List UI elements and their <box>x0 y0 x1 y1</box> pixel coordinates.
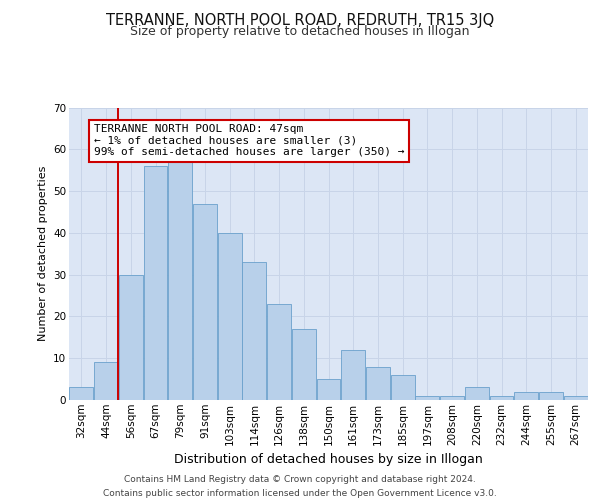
Bar <box>391 375 415 400</box>
Bar <box>193 204 217 400</box>
Bar <box>94 362 118 400</box>
Bar <box>292 329 316 400</box>
Text: Contains HM Land Registry data © Crown copyright and database right 2024.
Contai: Contains HM Land Registry data © Crown c… <box>103 476 497 498</box>
Bar <box>563 396 587 400</box>
Bar <box>218 233 242 400</box>
Bar <box>440 396 464 400</box>
Bar <box>119 274 143 400</box>
Text: TERRANNE NORTH POOL ROAD: 47sqm
← 1% of detached houses are smaller (3)
99% of s: TERRANNE NORTH POOL ROAD: 47sqm ← 1% of … <box>94 124 404 158</box>
Bar <box>168 162 192 400</box>
Bar <box>539 392 563 400</box>
Text: Size of property relative to detached houses in Illogan: Size of property relative to detached ho… <box>130 25 470 38</box>
Bar <box>490 396 514 400</box>
Bar <box>514 392 538 400</box>
Bar <box>317 379 340 400</box>
Bar <box>70 388 94 400</box>
Bar <box>267 304 291 400</box>
Bar <box>415 396 439 400</box>
Bar <box>242 262 266 400</box>
Text: TERRANNE, NORTH POOL ROAD, REDRUTH, TR15 3JQ: TERRANNE, NORTH POOL ROAD, REDRUTH, TR15… <box>106 12 494 28</box>
Y-axis label: Number of detached properties: Number of detached properties <box>38 166 47 342</box>
Bar <box>143 166 167 400</box>
Bar <box>341 350 365 400</box>
Bar <box>465 388 489 400</box>
Bar <box>366 366 390 400</box>
X-axis label: Distribution of detached houses by size in Illogan: Distribution of detached houses by size … <box>174 453 483 466</box>
